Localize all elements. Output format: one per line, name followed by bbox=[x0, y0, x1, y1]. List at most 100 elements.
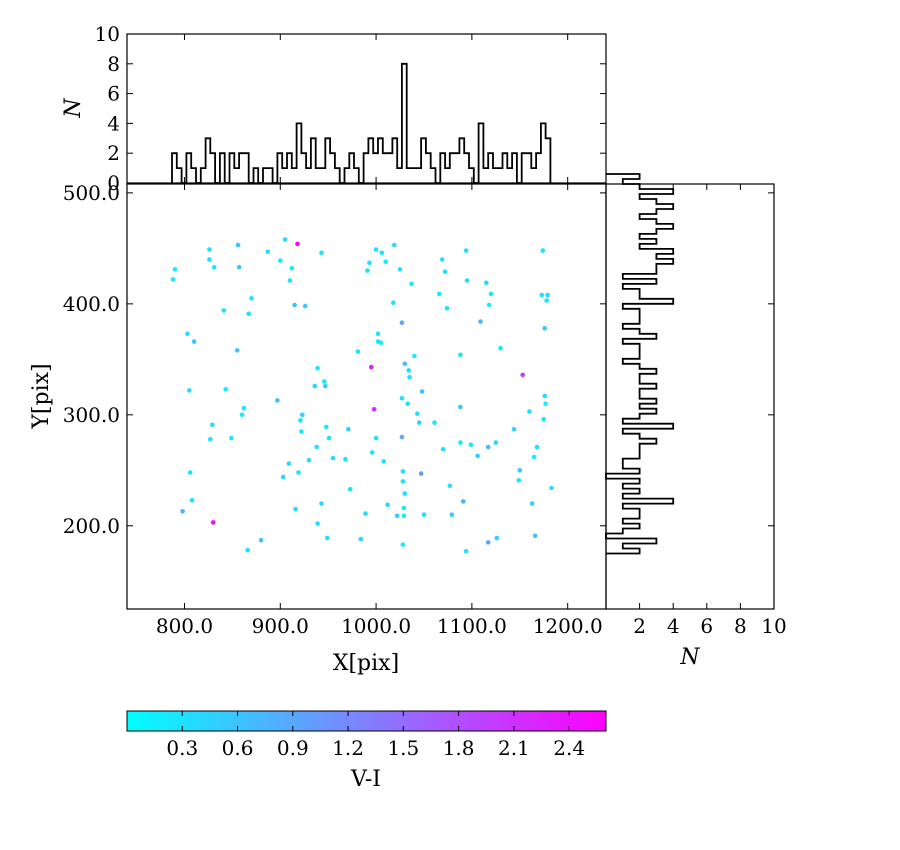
scatter-point bbox=[392, 242, 397, 248]
main-x-axis-label: X[pix] bbox=[333, 651, 399, 676]
scatter-point bbox=[211, 264, 217, 270]
colorbar-tick-label: 2.4 bbox=[553, 736, 585, 760]
scatter-point bbox=[399, 434, 405, 440]
scatter-point bbox=[494, 535, 500, 541]
scatter-point bbox=[346, 426, 351, 432]
scatter-point bbox=[286, 461, 292, 466]
scatter-point bbox=[371, 407, 377, 412]
scatter-point bbox=[402, 361, 408, 367]
scatter-point bbox=[541, 416, 546, 422]
scatter-point bbox=[468, 442, 474, 448]
scatter-point bbox=[520, 372, 525, 378]
scatter-point bbox=[265, 249, 271, 254]
scatter-point bbox=[439, 257, 445, 262]
right-histogram-frame bbox=[605, 183, 775, 610]
scatter-point bbox=[275, 398, 280, 403]
scatter-point bbox=[527, 409, 532, 414]
scatter-point bbox=[516, 478, 522, 483]
scatter-point bbox=[394, 513, 400, 519]
main-scatter-frame bbox=[126, 183, 607, 610]
scatter-point bbox=[249, 296, 254, 301]
colorbar-tick-label: 0.6 bbox=[222, 736, 254, 760]
right-histogram-x-tick-label: 10 bbox=[761, 614, 786, 638]
main-x-tick-label: 900.0 bbox=[252, 614, 309, 638]
scatter-point bbox=[534, 444, 540, 450]
scatter-point bbox=[379, 250, 385, 256]
scatter-point bbox=[324, 424, 329, 430]
main-scatter: 800.0 900.0 1000.0 1100.0 1200.0 200.0 300.0 4… bbox=[29, 181, 607, 676]
scatter-point bbox=[187, 470, 193, 475]
scatter-point bbox=[517, 468, 523, 473]
scatter-point bbox=[401, 513, 407, 519]
scatter-point bbox=[241, 405, 247, 411]
scatter-point bbox=[322, 379, 327, 384]
scatter-point bbox=[306, 458, 312, 463]
scatter-point bbox=[296, 470, 301, 475]
scatter-point bbox=[440, 446, 446, 452]
scatter-point bbox=[358, 536, 364, 542]
scatter-point bbox=[239, 412, 245, 418]
scatter-point bbox=[324, 535, 330, 541]
scatter-point bbox=[449, 512, 455, 517]
scatter-point bbox=[405, 401, 411, 407]
scatter-point bbox=[458, 352, 463, 358]
top-histogram: 0 2 4 6 8 10 N bbox=[61, 22, 607, 195]
scatter-point bbox=[302, 303, 308, 309]
scatter-point bbox=[397, 267, 403, 272]
scatter-point bbox=[367, 260, 372, 266]
scatter-point bbox=[326, 435, 332, 441]
top-histogram-y-tick-label: 0 bbox=[107, 171, 120, 195]
right-histogram-step-outline bbox=[605, 173, 675, 555]
scatter-point bbox=[464, 278, 470, 283]
scatter-point bbox=[406, 368, 412, 373]
scatter-point bbox=[300, 412, 305, 418]
scatter-point bbox=[399, 395, 405, 401]
scatter-point bbox=[355, 349, 361, 354]
scatter-point bbox=[458, 404, 463, 410]
scatter-point bbox=[236, 264, 242, 270]
scatter-point bbox=[458, 440, 463, 445]
scatter-point bbox=[539, 292, 545, 298]
scatter-point bbox=[542, 393, 547, 399]
scatter-point bbox=[210, 520, 216, 525]
scatter-point bbox=[278, 258, 283, 263]
scatter-point bbox=[399, 320, 405, 326]
scatter-point bbox=[180, 509, 185, 514]
colorbar: 0.3 0.6 0.9 1.2 1.5 1.8 2.1 2.4 V-I bbox=[126, 710, 607, 792]
scatter-point bbox=[282, 237, 288, 242]
scatter-point bbox=[485, 540, 491, 545]
right-histogram-x-tick-label: 6 bbox=[700, 614, 713, 638]
colorbar-tick-label: 1.5 bbox=[387, 736, 419, 760]
scatter-point bbox=[207, 257, 212, 262]
scatter-point bbox=[511, 426, 517, 432]
scatter-point bbox=[549, 485, 554, 491]
scatter-point bbox=[189, 498, 195, 503]
scatter-point bbox=[444, 306, 450, 311]
scatter-point bbox=[416, 420, 422, 425]
right-histogram: 2 4 6 8 10 N bbox=[605, 173, 787, 670]
top-histogram-frame bbox=[126, 33, 607, 184]
main-y-tick-label: 500.0 bbox=[63, 181, 120, 205]
colorbar-tick-label: 1.2 bbox=[332, 736, 364, 760]
scatter-point bbox=[373, 435, 379, 441]
scatter-point bbox=[221, 308, 227, 313]
top-histogram-y-tick-label: 2 bbox=[107, 141, 120, 165]
scatter-point bbox=[400, 479, 406, 484]
scatter-point bbox=[258, 537, 264, 543]
scatter-point bbox=[540, 248, 546, 253]
scatter-point bbox=[312, 383, 318, 389]
top-histogram-y-tick-label: 4 bbox=[107, 111, 120, 135]
scatter-point bbox=[412, 353, 417, 359]
main-x-tick-label: 800.0 bbox=[156, 614, 213, 638]
scatter-point bbox=[485, 444, 491, 450]
scatter-point bbox=[373, 247, 379, 252]
scatter-point bbox=[347, 486, 353, 492]
scatter-point bbox=[532, 533, 538, 539]
scatter-point bbox=[381, 459, 387, 464]
scatter-point bbox=[463, 248, 469, 253]
scatter-point bbox=[187, 388, 192, 393]
scatter-point bbox=[400, 542, 406, 547]
scatter-point bbox=[409, 281, 414, 287]
scatter-point bbox=[401, 505, 407, 511]
